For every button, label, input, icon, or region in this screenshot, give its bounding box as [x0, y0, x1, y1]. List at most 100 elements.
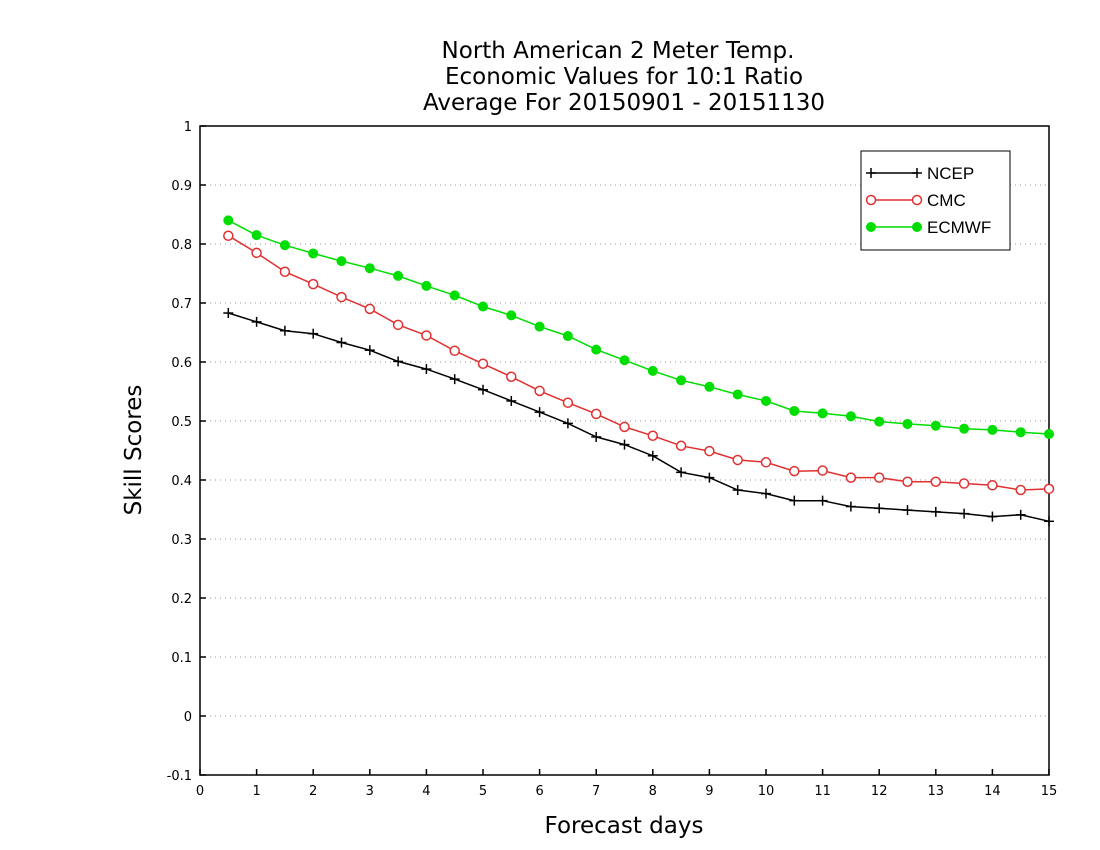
series-cmc-point — [279, 266, 291, 277]
series-cmc-point — [619, 421, 630, 433]
grid-lines — [200, 184, 1049, 717]
series-ecmwf-point — [506, 310, 517, 321]
series-ncep-point — [308, 328, 319, 339]
series-ecmwf — [223, 215, 1054, 439]
series-ecmwf-point — [619, 355, 630, 366]
series-cmc-point — [336, 291, 347, 303]
x-tick-label: 1 — [252, 784, 260, 799]
series-ecmwf-point — [959, 423, 970, 434]
series-ncep-point — [676, 467, 687, 478]
series-ecmwf-point — [449, 290, 460, 301]
legend-ncep-start-point — [866, 168, 876, 178]
x-tick-label: 3 — [366, 784, 374, 799]
x-axis-label: Forecast days — [545, 813, 704, 839]
series-ecmwf-point — [364, 263, 375, 274]
series-cmc-point — [251, 247, 262, 259]
series-ecmwf-line — [227, 219, 1050, 435]
series-ncep-point — [959, 508, 970, 519]
series-cmc-line — [227, 235, 1050, 491]
series-ecmwf-point — [336, 256, 347, 267]
series-ncep-point — [902, 505, 913, 516]
series-ncep-point — [874, 503, 885, 514]
series-ncep-point — [251, 316, 262, 327]
x-tick-label: 11 — [814, 784, 831, 799]
series-cmc-point — [590, 408, 602, 420]
x-tick-label: 2 — [309, 784, 317, 799]
y-tick-label: 0.1 — [171, 651, 192, 666]
y-tick-label: 0.7 — [171, 297, 192, 312]
legend-cmc-label: CMC — [927, 191, 966, 210]
legend-ecmwf: ECMWF — [866, 218, 991, 237]
chart-title: North American 2 Meter Temp. Economic Va… — [423, 38, 825, 116]
series-ncep-line — [228, 312, 1050, 523]
series-ncep-point — [930, 506, 941, 517]
y-tick-label: 0.3 — [171, 533, 192, 548]
series-ecmwf-point — [308, 248, 319, 259]
series-ncep-point — [562, 418, 573, 429]
series-ecmwf-point — [789, 405, 800, 416]
series-ecmwf-point — [393, 270, 404, 281]
series-cmc-point — [732, 454, 743, 466]
series-ecmwf-point — [478, 301, 488, 312]
series-ecmwf-point — [761, 395, 771, 406]
series-ncep-point — [279, 325, 290, 336]
series-ecmwf-point — [562, 331, 573, 342]
series-cmc-point — [534, 385, 545, 397]
series-ncep-point — [619, 439, 630, 450]
y-tick-label: 1 — [184, 120, 192, 135]
series-cmc-point — [449, 345, 460, 357]
series-ecmwf-point — [421, 280, 432, 291]
series-ncep-point — [845, 501, 856, 512]
y-tick-label: 0.9 — [171, 179, 192, 194]
series-cmc-point — [647, 430, 659, 441]
x-tick-label: 4 — [422, 784, 430, 799]
series-ncep-point — [421, 364, 432, 375]
series-cmc-point — [506, 371, 517, 382]
series-ecmwf-point — [591, 344, 602, 355]
series-cmc-point — [562, 397, 574, 408]
series-cmc-point — [1043, 483, 1055, 495]
series-ncep-point — [704, 472, 715, 483]
series-ncep-point — [506, 395, 517, 406]
x-tick-label: 7 — [592, 784, 600, 799]
legend-cmc: CMC — [865, 191, 966, 210]
series-ncep-point — [1015, 509, 1026, 520]
series-ecmwf-point — [817, 408, 828, 419]
y-tick-label: 0.5 — [171, 415, 192, 430]
series-ecmwf-point — [704, 381, 715, 392]
series-cmc-point — [704, 445, 715, 457]
series-cmc-point — [675, 440, 687, 452]
series-cmc-point — [817, 465, 828, 476]
legend-ncep: NCEP — [866, 164, 974, 183]
series-cmc-point — [958, 478, 970, 489]
series-cmc-point — [421, 330, 432, 341]
series-ncep-point — [732, 485, 743, 496]
legend-cmc-end-point — [911, 194, 923, 206]
series-ncep-point — [987, 511, 998, 522]
series-ncep-point — [336, 337, 347, 348]
series-ecmwf-point — [676, 375, 687, 386]
series-cmc — [223, 230, 1055, 496]
series-cmc-point — [789, 465, 800, 477]
series-ncep-point — [364, 345, 375, 356]
chart-title-line-3: Average For 20150901 - 20151130 — [423, 90, 825, 116]
series-ncep-point — [789, 495, 800, 506]
series-ecmwf-point — [1044, 428, 1054, 439]
x-tick-label: 12 — [871, 784, 888, 799]
series-ncep-point — [817, 495, 828, 506]
legend-ncep-label: NCEP — [927, 164, 974, 183]
legend-ncep-end-point — [912, 168, 922, 178]
y-axis-label: Skill Scores — [121, 385, 147, 516]
chart-title-line-2: Economic Values for 10:1 Ratio — [445, 64, 803, 90]
x-tick-label: 0 — [196, 784, 204, 799]
chart-title-line-1: North American 2 Meter Temp. — [442, 38, 795, 64]
x-tick-label: 6 — [535, 784, 543, 799]
x-tick-label: 14 — [984, 784, 1001, 799]
legend-ecmwf-label: ECMWF — [927, 218, 991, 237]
y-tick-label: 0 — [184, 710, 192, 725]
legend-ecmwf-start-point — [866, 222, 876, 232]
series-ncep-point — [761, 488, 771, 499]
series-cmc-point — [364, 303, 376, 315]
series-ecmwf-point — [902, 418, 913, 429]
x-tick-label: 5 — [479, 784, 487, 799]
